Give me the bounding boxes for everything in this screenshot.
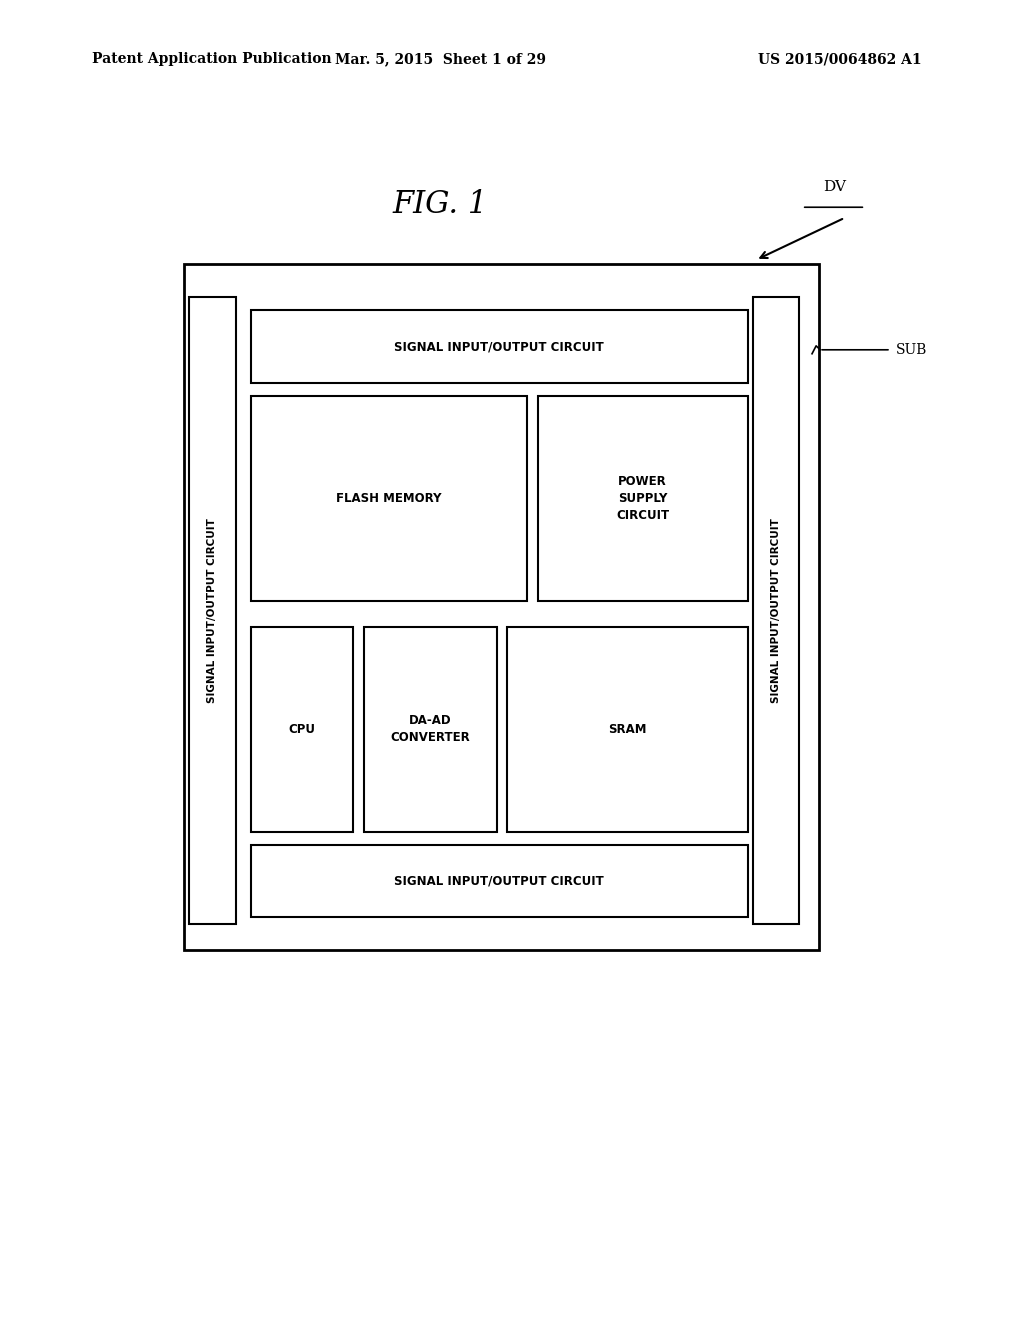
Text: SIGNAL INPUT/OUTPUT CIRCUIT: SIGNAL INPUT/OUTPUT CIRCUIT [394, 341, 604, 352]
Text: DA-AD
CONVERTER: DA-AD CONVERTER [390, 714, 470, 744]
FancyBboxPatch shape [507, 627, 748, 832]
FancyBboxPatch shape [538, 396, 748, 601]
FancyBboxPatch shape [364, 627, 497, 832]
Text: POWER
SUPPLY
CIRCUIT: POWER SUPPLY CIRCUIT [616, 475, 669, 521]
Text: FLASH MEMORY: FLASH MEMORY [336, 492, 442, 504]
Text: SIGNAL INPUT/OUTPUT CIRCUIT: SIGNAL INPUT/OUTPUT CIRCUIT [208, 517, 217, 704]
Text: Patent Application Publication: Patent Application Publication [92, 53, 332, 66]
FancyBboxPatch shape [251, 396, 527, 601]
Text: US 2015/0064862 A1: US 2015/0064862 A1 [758, 53, 922, 66]
Text: DV: DV [823, 181, 846, 194]
FancyBboxPatch shape [251, 845, 748, 917]
Text: SIGNAL INPUT/OUTPUT CIRCUIT: SIGNAL INPUT/OUTPUT CIRCUIT [394, 875, 604, 887]
FancyBboxPatch shape [753, 297, 799, 924]
Text: SIGNAL INPUT/OUTPUT CIRCUIT: SIGNAL INPUT/OUTPUT CIRCUIT [771, 517, 780, 704]
Text: CPU: CPU [289, 723, 315, 735]
Text: Mar. 5, 2015  Sheet 1 of 29: Mar. 5, 2015 Sheet 1 of 29 [335, 53, 546, 66]
Text: FIG. 1: FIG. 1 [392, 189, 488, 220]
FancyBboxPatch shape [251, 627, 353, 832]
FancyBboxPatch shape [184, 264, 819, 950]
FancyBboxPatch shape [189, 297, 236, 924]
Text: SUB: SUB [896, 343, 928, 356]
FancyBboxPatch shape [251, 310, 748, 383]
Text: SRAM: SRAM [608, 723, 646, 735]
